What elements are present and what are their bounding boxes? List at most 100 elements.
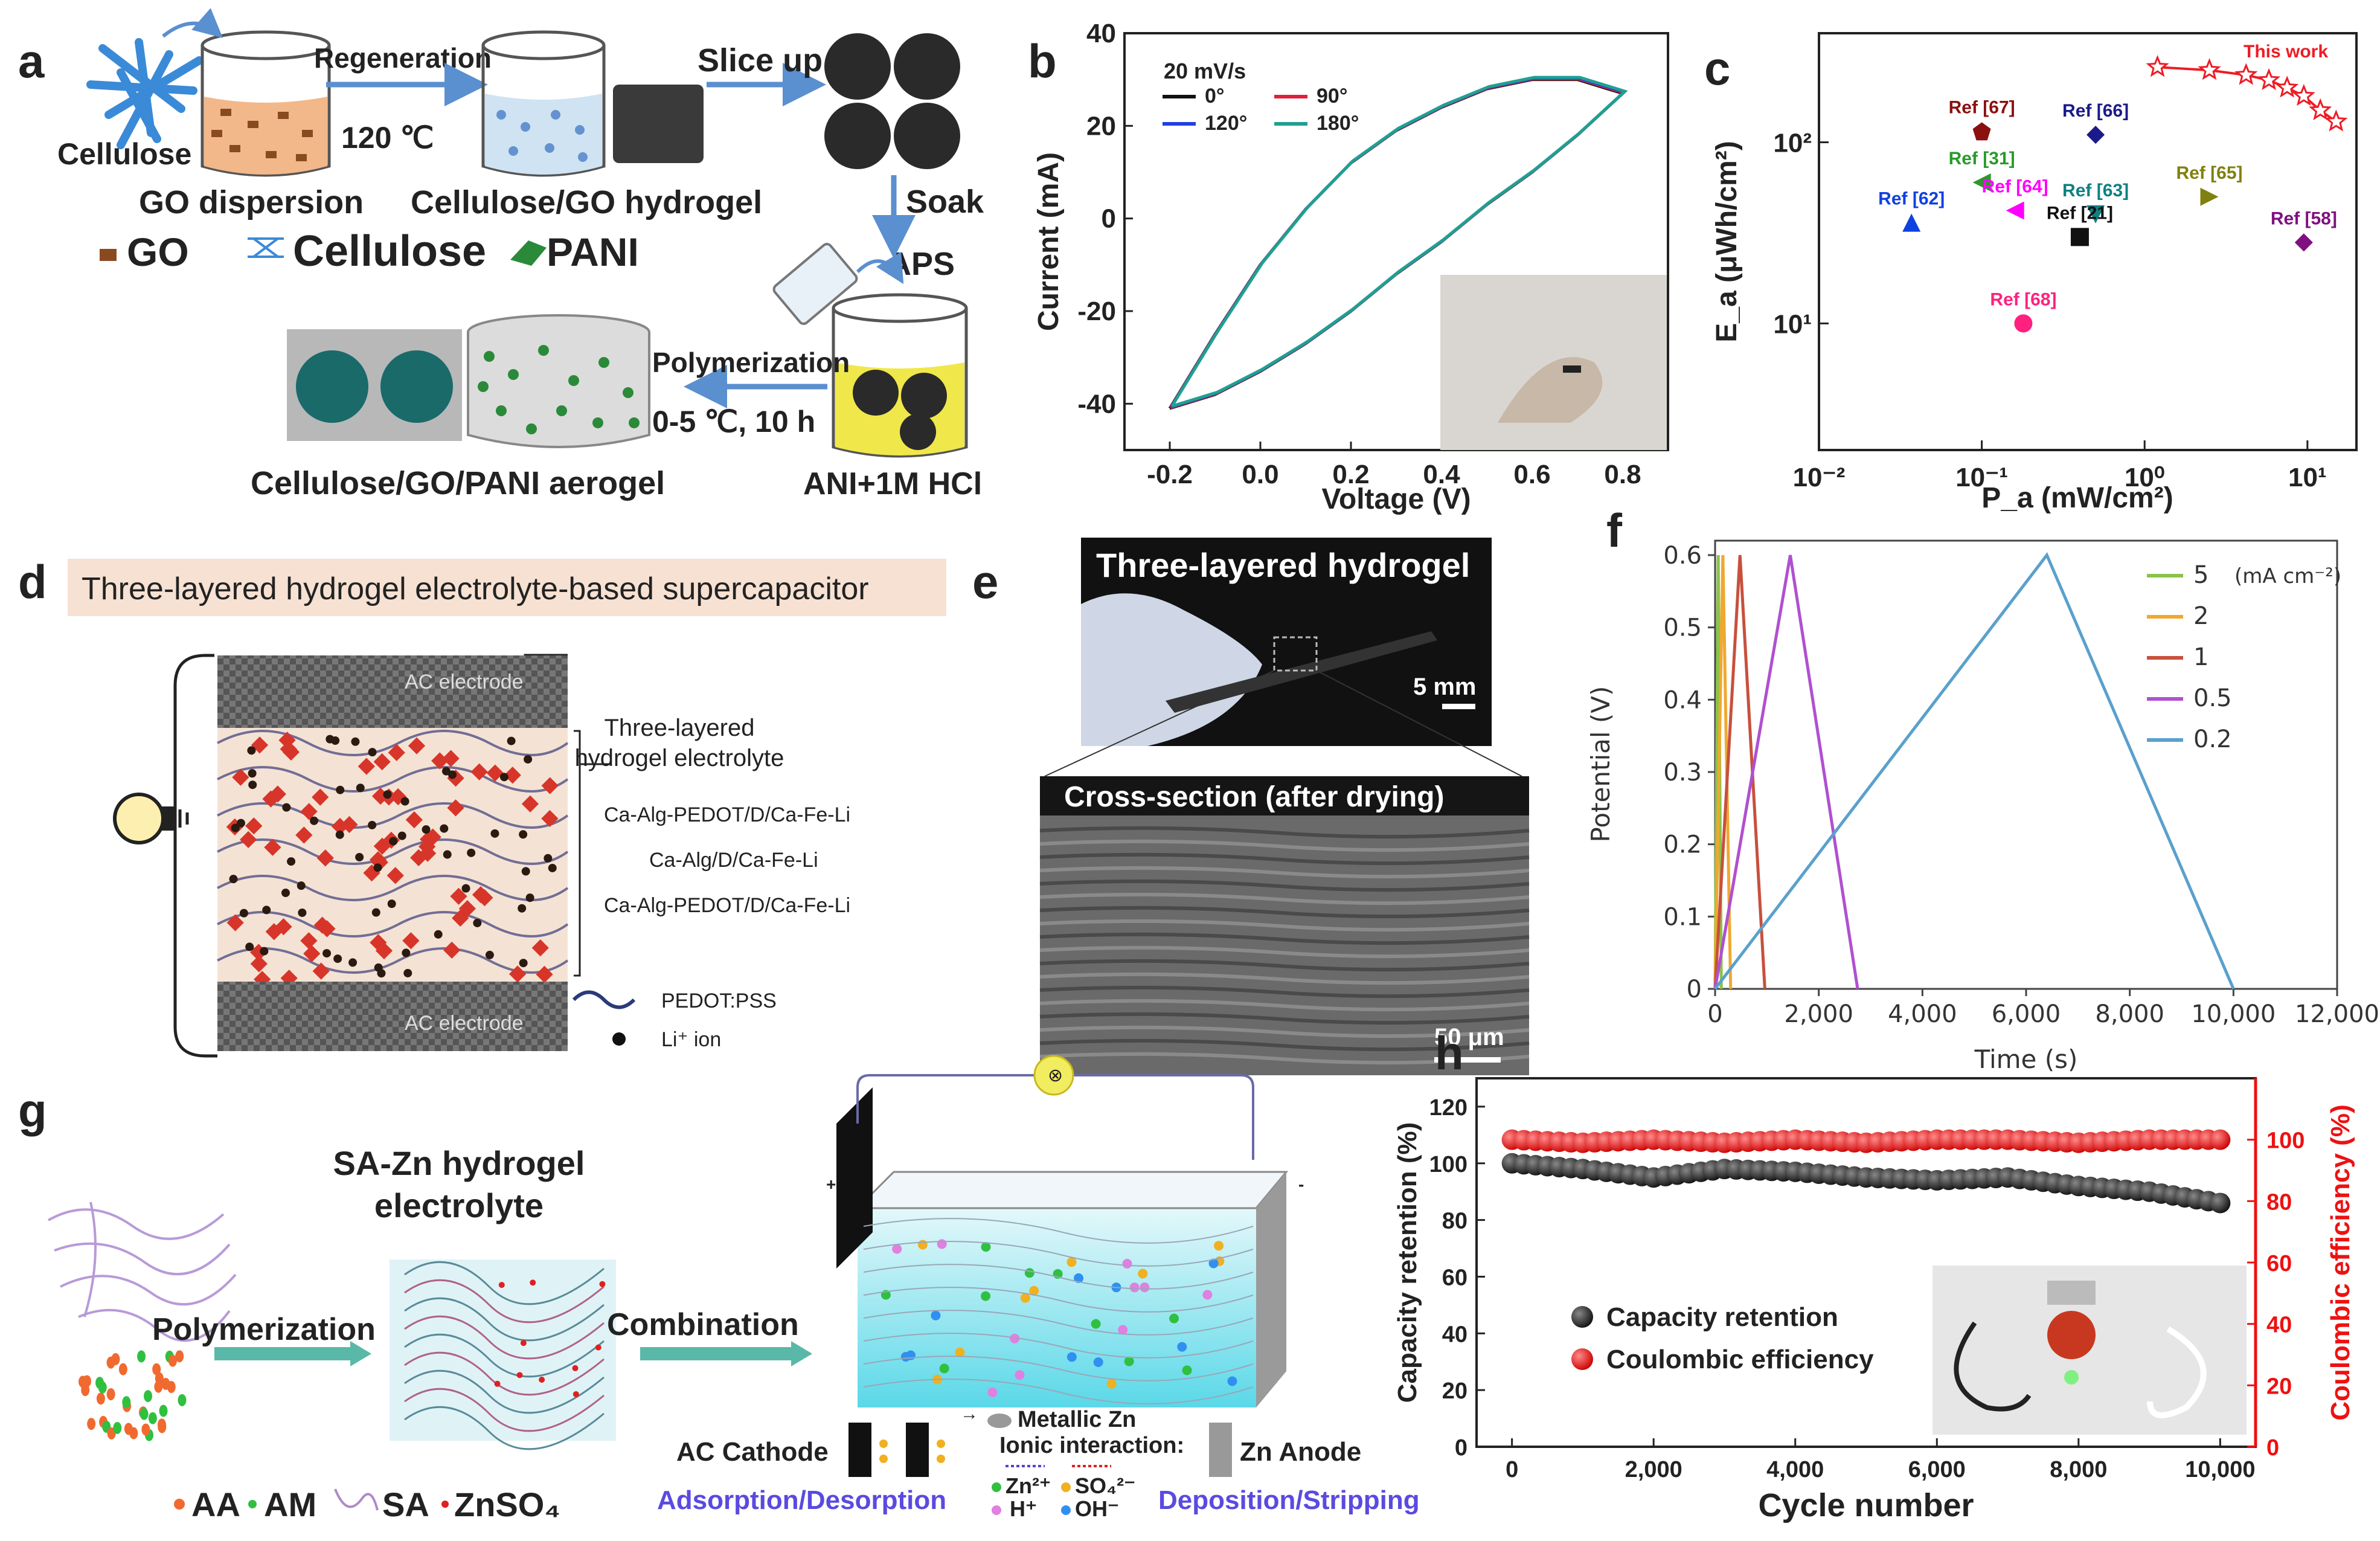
aerogel-disc-1 bbox=[296, 350, 368, 423]
sem-layers bbox=[1039, 826, 1530, 1065]
li-ion bbox=[448, 770, 457, 779]
legend-cellulose: Cellulose bbox=[293, 227, 486, 275]
electrolyte-ion bbox=[1169, 1313, 1179, 1324]
hydrogel-network-box bbox=[390, 1260, 616, 1441]
li-ion bbox=[397, 831, 406, 840]
c-ytick-label: 10² bbox=[1773, 129, 1812, 158]
label-ani: ANI+1M HCl bbox=[803, 466, 982, 501]
legend-pedot: PEDOT:PSS bbox=[661, 989, 777, 1012]
electrolyte-ion bbox=[1182, 1365, 1192, 1375]
crosslink-marker bbox=[531, 939, 549, 957]
electrolyte-ion bbox=[1129, 1282, 1140, 1293]
li-ion bbox=[440, 824, 449, 833]
electrolyte-ion bbox=[981, 1291, 991, 1301]
zoom-box bbox=[1273, 636, 1318, 672]
metallic-zn-icon bbox=[987, 1414, 1012, 1428]
plot-c-ylabel: E_a (μWh/cm²) bbox=[1711, 141, 1743, 342]
plot-b-xlabel: Voltage (V) bbox=[1321, 483, 1471, 515]
network-strand bbox=[404, 1369, 605, 1414]
monomer-dots bbox=[79, 1350, 187, 1441]
znso4-dot bbox=[494, 1380, 501, 1387]
electrolyte-ion bbox=[981, 1242, 991, 1252]
b-legend-label: 90° bbox=[1317, 85, 1347, 108]
network-strand bbox=[404, 1333, 605, 1378]
c-point bbox=[2014, 314, 2033, 333]
monomer-dot bbox=[87, 1418, 96, 1430]
f-xtick-label: 8,000 bbox=[2095, 1000, 2164, 1028]
monomer-dot bbox=[144, 1390, 153, 1403]
h-ytick-right-label: 40 bbox=[2266, 1313, 2292, 1338]
electrolyte-ion bbox=[892, 1244, 902, 1254]
scale-bar-top bbox=[1442, 704, 1475, 709]
li-ion bbox=[434, 930, 443, 939]
arrow-pour bbox=[856, 251, 904, 285]
legend-go-swatch bbox=[100, 249, 117, 261]
so4-dot bbox=[1061, 1482, 1071, 1492]
li-ion bbox=[248, 769, 257, 778]
legend-coulombic: Coulombic efficiency bbox=[1606, 1345, 1874, 1374]
f-ytick-label: 0.6 bbox=[1663, 542, 1702, 570]
inset-device bbox=[2047, 1281, 2096, 1305]
panel-g-title-1: SA-Zn hydrogel bbox=[333, 1144, 585, 1182]
crosslink-marker bbox=[232, 768, 249, 786]
label-temp: 120 ℃ bbox=[341, 121, 434, 155]
b-ytick-label: 40 bbox=[1086, 19, 1116, 48]
li-ion bbox=[236, 819, 245, 828]
c-point bbox=[2006, 201, 2024, 220]
beaker-go-dispersion bbox=[200, 30, 331, 177]
znso4-dot bbox=[530, 1279, 536, 1286]
layer-2: Ca-Alg/D/Ca-Fe-Li bbox=[649, 849, 818, 872]
f-legend-label: 0.5 bbox=[2193, 684, 2232, 712]
plot-f-frame bbox=[1714, 539, 2338, 990]
cell-top bbox=[855, 1171, 1289, 1209]
c-point-label: Ref [68] bbox=[1990, 289, 2056, 309]
hydrogel-strip bbox=[1166, 631, 1437, 713]
li-ion bbox=[331, 736, 340, 745]
f-xtick-label: 6,000 bbox=[1992, 1000, 2061, 1028]
ac-cathode-icon-1 bbox=[848, 1423, 871, 1477]
h-xtick-label: 6,000 bbox=[1908, 1457, 1966, 1482]
legend-sa-icon bbox=[334, 1488, 379, 1511]
hydrogel-network bbox=[217, 730, 569, 988]
beaker-ani bbox=[832, 293, 968, 458]
h-marker-0 bbox=[2210, 1192, 2231, 1214]
layer-1: Ca-Alg-PEDOT/D/Ca-Fe-Li bbox=[604, 803, 850, 826]
h-xtick-label: 2,000 bbox=[1625, 1457, 1682, 1482]
li-ion bbox=[322, 949, 332, 958]
panel-label-g: g bbox=[18, 1084, 47, 1137]
li-ion bbox=[507, 736, 516, 745]
monomer-dot bbox=[141, 1423, 150, 1436]
f-xtick-label: 0 bbox=[1707, 1000, 1722, 1028]
li-ion bbox=[387, 899, 396, 909]
b-ytick-label: 0 bbox=[1102, 204, 1116, 234]
crosslink-marker bbox=[300, 932, 318, 950]
electrolyte-ion bbox=[1020, 1293, 1030, 1303]
li-ion bbox=[485, 950, 494, 959]
c-this-work-star bbox=[2234, 63, 2258, 85]
zoom-line-left bbox=[1044, 670, 1275, 777]
electrolyte-ion bbox=[1024, 1268, 1034, 1278]
panel-g-title-2: electrolyte bbox=[374, 1186, 544, 1224]
electrolyte-strand bbox=[863, 1287, 1254, 1313]
electrolyte-ion bbox=[1208, 1258, 1219, 1269]
h-ytick-right-label: 60 bbox=[2266, 1251, 2292, 1276]
b-xtick-label: 0.0 bbox=[1242, 460, 1278, 489]
c-this-work-star bbox=[2292, 83, 2315, 106]
crosslink-marker bbox=[541, 777, 559, 794]
monomer-dot bbox=[155, 1372, 164, 1385]
hydrogel-photo bbox=[613, 85, 704, 163]
sem-layer bbox=[1039, 866, 1530, 879]
legend-go: GO bbox=[127, 230, 189, 274]
crosslink-marker bbox=[405, 811, 423, 829]
f-legend-label: 0.2 bbox=[2193, 725, 2232, 753]
c-this-work-star bbox=[2309, 98, 2332, 120]
h-xtick-label: 0 bbox=[1506, 1457, 1518, 1482]
li-ion bbox=[402, 948, 411, 957]
cellulose-network-icon bbox=[86, 38, 204, 149]
f-ytick-label: 0.2 bbox=[1663, 831, 1702, 859]
crosslink-marker bbox=[331, 817, 349, 835]
panel-d-wire bbox=[173, 654, 217, 1058]
arrow-combination-head bbox=[791, 1341, 812, 1366]
sem-layer bbox=[1039, 932, 1530, 945]
panel-e: e Three-layered hydrogel 5 mm Cross-sect… bbox=[972, 538, 1530, 1075]
